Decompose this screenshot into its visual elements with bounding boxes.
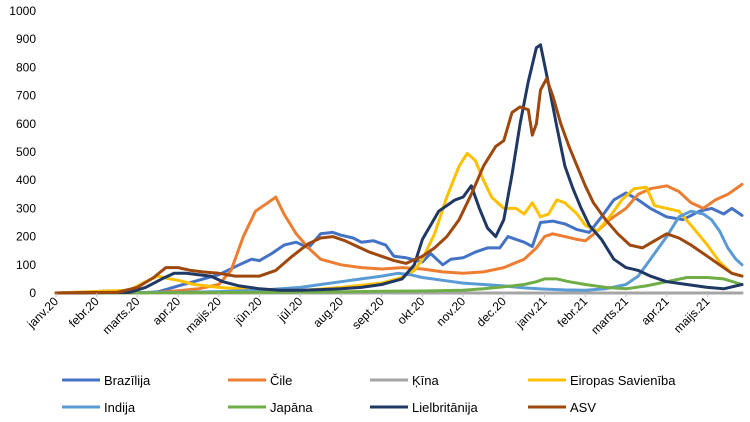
x-tick-label: jūl.20 [275, 294, 306, 325]
legend-label: Japāna [270, 400, 313, 415]
legend-label: Indija [104, 400, 136, 415]
y-tick-label: 600 [16, 117, 36, 131]
legend-label: Brazīlija [104, 373, 151, 388]
x-tick-label: febr.21 [555, 294, 591, 330]
y-tick-label: 200 [16, 230, 36, 244]
y-axis-ticks: 0 100 200 300 400 500 600 700 800 900 1000 [9, 4, 36, 300]
legend: Brazīlija Čile Ķīna Eiropas Savienība Indija… [62, 373, 676, 415]
legend-label: Eiropas Savienība [570, 373, 676, 388]
x-tick-label: febr.20 [66, 294, 102, 330]
x-tick-label: sept.20 [349, 294, 387, 332]
x-tick-label: apr.21 [638, 294, 672, 328]
x-tick-label: nov.20 [433, 294, 468, 329]
y-tick-label: 400 [16, 173, 36, 187]
x-tick-label: aug.20 [310, 294, 346, 330]
x-tick-label: dec.20 [474, 294, 510, 330]
legend-label: Čile [270, 373, 292, 388]
y-tick-label: 700 [16, 89, 36, 103]
y-tick-label: 300 [16, 201, 36, 215]
x-tick-label: maijs.21 [671, 294, 713, 336]
x-tick-label: marts.21 [588, 294, 631, 337]
y-tick-label: 0 [29, 286, 36, 300]
x-tick-label: marts.20 [100, 294, 143, 337]
x-tick-label: okt.20 [395, 294, 428, 327]
legend-label: Ķīna [412, 373, 440, 388]
legend-label: ASV [570, 400, 596, 415]
plot-area [56, 45, 742, 293]
x-tick-label: janv.21 [512, 294, 550, 332]
x-tick-label: jūn.20 [231, 294, 265, 328]
x-tick-label: apr.20 [150, 294, 184, 328]
x-tick-label: maijs.20 [182, 294, 224, 336]
y-tick-label: 100 [16, 258, 36, 272]
legend-label: Lielbritānija [412, 400, 479, 415]
y-tick-label: 800 [16, 60, 36, 74]
y-tick-label: 1000 [9, 4, 36, 18]
y-tick-label: 900 [16, 32, 36, 46]
series-line-7 [56, 79, 742, 293]
y-tick-label: 500 [16, 145, 36, 159]
